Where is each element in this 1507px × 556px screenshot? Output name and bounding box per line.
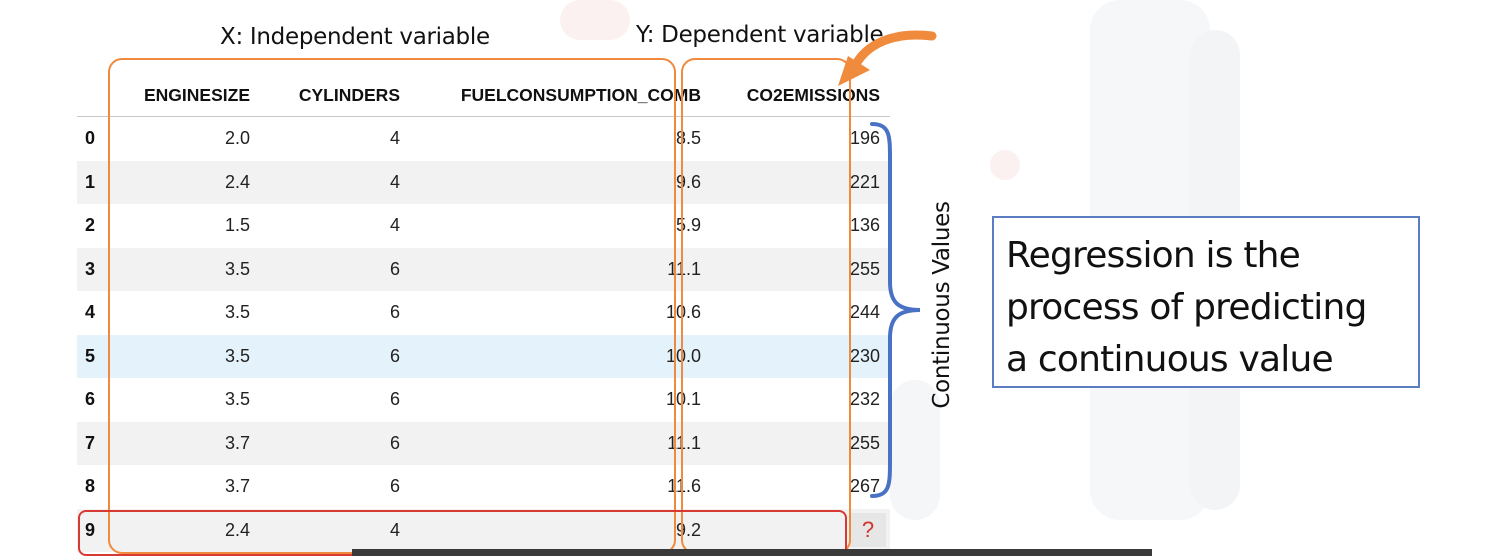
cell-co2emissions: 255 — [711, 247, 890, 291]
cell-cylinders: 6 — [389, 302, 400, 323]
bottom-bar — [352, 549, 1152, 556]
cell-enginesize: 3.5 — [224, 302, 250, 323]
table-row: 1 2.4 4 9.6 221 — [77, 160, 890, 204]
dependent-variable-label: Y: Dependent variable — [636, 22, 884, 48]
background-decoration — [560, 0, 630, 40]
table-header-row: ENGINESIZE CYLINDERS FUELCONSUMPTION_COM… — [77, 74, 890, 117]
table-row-highlighted: 5 3.5 6 10.0 230 — [77, 334, 890, 378]
cell-enginesize: 3.7 — [224, 476, 250, 497]
cell-enginesize: 3.5 — [122, 247, 260, 291]
cell-fuelconsumption: 9.2 — [410, 508, 711, 552]
row-index: 3 — [77, 247, 122, 291]
column-header-cylinders: CYLINDERS — [260, 74, 410, 117]
cell-co2emissions: 196 — [849, 128, 880, 149]
right-curly-brace-icon — [870, 122, 921, 498]
cell-enginesize: 2.4 — [122, 508, 260, 552]
table-row-prediction: 9 2.4 4 9.2 ? — [77, 508, 890, 552]
cell-enginesize: 3.5 — [224, 389, 250, 410]
cell-cylinders: 4 — [260, 508, 410, 552]
data-table: ENGINESIZE CYLINDERS FUELCONSUMPTION_COM… — [77, 74, 890, 552]
cell-cylinders: 6 — [260, 334, 410, 378]
cell-cylinders: 6 — [389, 389, 400, 410]
cell-fuelconsumption: 10.0 — [410, 334, 711, 378]
cell-co2emissions: 136 — [849, 215, 880, 236]
table-row: 7 3.7 6 11.1 255 — [77, 421, 890, 465]
cell-enginesize: 1.5 — [224, 215, 250, 236]
column-header-enginesize: ENGINESIZE — [122, 74, 260, 117]
cell-fuelconsumption: 11.1 — [410, 421, 711, 465]
unknown-value-mark: ? — [850, 513, 886, 548]
cell-co2emissions: 230 — [711, 334, 890, 378]
regression-definition-box: Regression is the process of predicting … — [992, 216, 1420, 388]
cell-cylinders: 6 — [389, 476, 400, 497]
curved-arrow-icon — [838, 30, 937, 86]
dependent-variable-box — [681, 58, 851, 554]
background-decoration — [890, 380, 940, 520]
row-index: 6 — [85, 389, 96, 410]
cell-enginesize: 3.7 — [122, 421, 260, 465]
cell-cylinders: 6 — [260, 247, 410, 291]
column-header-co2emissions: CO2EMISSIONS — [711, 74, 890, 117]
definition-line: process of predicting — [1006, 287, 1367, 328]
cell-co2emissions: 267 — [849, 476, 880, 497]
row-index: 1 — [77, 160, 122, 204]
cell-co2emissions-unknown: ? — [711, 508, 890, 552]
index-header — [77, 74, 122, 117]
independent-variable-label: X: Independent variable — [220, 24, 490, 50]
row-index: 2 — [85, 215, 96, 236]
continuous-values-label: Continuous Values — [929, 201, 955, 409]
cell-enginesize: 3.5 — [122, 334, 260, 378]
column-header-fuelconsumption: FUELCONSUMPTION_COMB — [410, 74, 711, 117]
independent-variables-box — [108, 58, 676, 554]
cell-cylinders: 4 — [389, 128, 400, 149]
cell-co2emissions: 255 — [711, 421, 890, 465]
row-index: 7 — [77, 421, 122, 465]
cell-cylinders: 4 — [260, 160, 410, 204]
cell-co2emissions: 244 — [849, 302, 880, 323]
cell-fuelconsumption: 11.1 — [410, 247, 711, 291]
row-index: 4 — [85, 302, 96, 323]
row-index: 0 — [85, 128, 96, 149]
cell-cylinders: 4 — [389, 215, 400, 236]
cell-enginesize: 2.4 — [122, 160, 260, 204]
cell-co2emissions: 221 — [711, 160, 890, 204]
cell-fuelconsumption: 9.6 — [410, 160, 711, 204]
row-index: 8 — [85, 476, 96, 497]
background-decoration — [990, 150, 1020, 180]
cell-enginesize: 2.0 — [224, 128, 250, 149]
cell-cylinders: 6 — [260, 421, 410, 465]
definition-line: a continuous value — [1006, 339, 1334, 380]
row-index: 5 — [77, 334, 122, 378]
cell-co2emissions: 232 — [849, 389, 880, 410]
definition-line: Regression is the — [1006, 235, 1301, 276]
table-row: 3 3.5 6 11.1 255 — [77, 247, 890, 291]
